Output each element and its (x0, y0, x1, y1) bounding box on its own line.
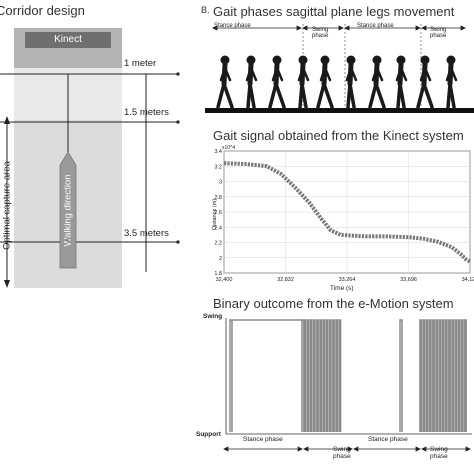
x-axis-label: Time (s) (330, 285, 354, 292)
binary-pulse (303, 319, 307, 432)
y-tick-label: 2.8 (214, 195, 222, 201)
binary-pulse (322, 319, 326, 432)
walker-figure (445, 55, 458, 109)
binary-pulse (451, 319, 455, 432)
y-multiplier: x10^4 (222, 145, 236, 151)
walker-figure (316, 55, 334, 109)
binary-pulse (319, 319, 323, 432)
x-tick-label: 32,832 (277, 277, 294, 283)
x-tick-label: 32,400 (216, 277, 233, 283)
binary-pulse (328, 319, 332, 432)
distance-1m: 1 meter (124, 58, 157, 69)
binary-pulse (312, 319, 316, 432)
x-tick-label: 33,696 (400, 277, 417, 283)
corridor-design-title: Corridor design (0, 3, 85, 18)
gait-signal-title: Gait signal obtained from the Kinect sys… (213, 128, 464, 143)
x-tick-label: 34,128 (462, 277, 474, 283)
binary-outcome-title: Binary outcome from the e-Motion system (213, 296, 454, 311)
walker-figure (368, 55, 386, 109)
walker-figure (216, 55, 234, 109)
distance-series-line (223, 161, 471, 264)
ground-strip (205, 108, 474, 113)
binary-pulse (432, 319, 435, 432)
y-tick-label: 3.2 (214, 164, 222, 170)
y-tick-label: 2.4 (214, 225, 222, 231)
y-tick-label: 2 (219, 256, 222, 262)
gait-phases-figure (205, 24, 474, 113)
binary-pulse (332, 319, 335, 432)
walker-figure (268, 55, 286, 109)
binary-pulse (325, 319, 329, 432)
y-tick-label: 3.4 (214, 149, 222, 155)
optimal-capture-area-label: Optimal capture area (1, 161, 13, 250)
binary-pulse (448, 319, 451, 432)
swing-phase-label-2: Swing phase (430, 27, 447, 39)
gait-phases-title: Gait phases sagittal plane legs movement (213, 4, 455, 19)
binary-pulse (309, 319, 313, 432)
walker-figure (416, 55, 434, 109)
distance-3-5m: 3.5 meters (124, 228, 169, 239)
binary-pulse (399, 319, 403, 432)
binary-pulse (306, 319, 310, 432)
stance-phase-label-1: Stance phase (214, 23, 251, 29)
bin-stance-label-2: Stance phase (368, 436, 408, 443)
binary-pulse (316, 319, 319, 432)
kinect-sensor (25, 32, 111, 48)
binary-pulse (457, 319, 461, 432)
binary-pulse (419, 319, 423, 432)
bin-swing-label-1: Swing phase (333, 446, 351, 460)
binary-pulse (454, 319, 458, 432)
binary-pulse (428, 319, 432, 432)
walker-figure (345, 55, 358, 109)
gait-signal-chart: 32,400 32,832 33,264 33,696 34,128 3.4 3.2 3 2.8… (214, 149, 474, 283)
stance-phase-label-2: Stance phase (357, 23, 394, 29)
walking-silhouettes (216, 55, 458, 109)
y-tick-label: 2.6 (214, 210, 222, 216)
binary-pulse (229, 319, 233, 432)
binary-pulse (435, 319, 439, 432)
y-tick-label: 3 (219, 180, 222, 186)
panel-b-letter: B. (201, 5, 210, 15)
bin-swing-label-2: Swing phase (430, 446, 448, 460)
walking-direction-label: Walking direction (62, 174, 74, 247)
ylabel-swing: Swing (203, 313, 223, 320)
distance-1-5m: 1.5 meters (124, 107, 169, 118)
binary-outcome-chart (225, 318, 472, 435)
walker-figure (245, 55, 258, 109)
y-tick-label: 2.2 (214, 241, 222, 247)
binary-pulse (335, 319, 339, 432)
binary-pulse (444, 319, 448, 432)
binary-pulse (438, 319, 442, 432)
binary-pulse (422, 319, 426, 432)
kinect-label: Kinect (54, 34, 82, 45)
walker-figure (395, 55, 408, 109)
binary-pulse (425, 319, 429, 432)
binary-pulses (229, 319, 467, 432)
swing-phase-label-1: Swing phase (312, 27, 329, 39)
walker-figure (297, 55, 310, 109)
bin-stance-label-1: Stance phase (243, 436, 283, 443)
walking-direction-arrow (59, 151, 77, 269)
x-tick-label: 33,264 (339, 277, 356, 283)
binary-pulse (460, 319, 464, 432)
binary-pulse (441, 319, 445, 432)
ylabel-support: Support (196, 431, 221, 438)
binary-pulse (464, 319, 467, 432)
corridor-diagram (0, 28, 180, 288)
y-tick-label: 1.8 (214, 271, 222, 277)
y-axis-label: Distance (m) (212, 198, 218, 230)
binary-pulse (338, 319, 342, 432)
binary-phase-arrows (223, 446, 471, 452)
